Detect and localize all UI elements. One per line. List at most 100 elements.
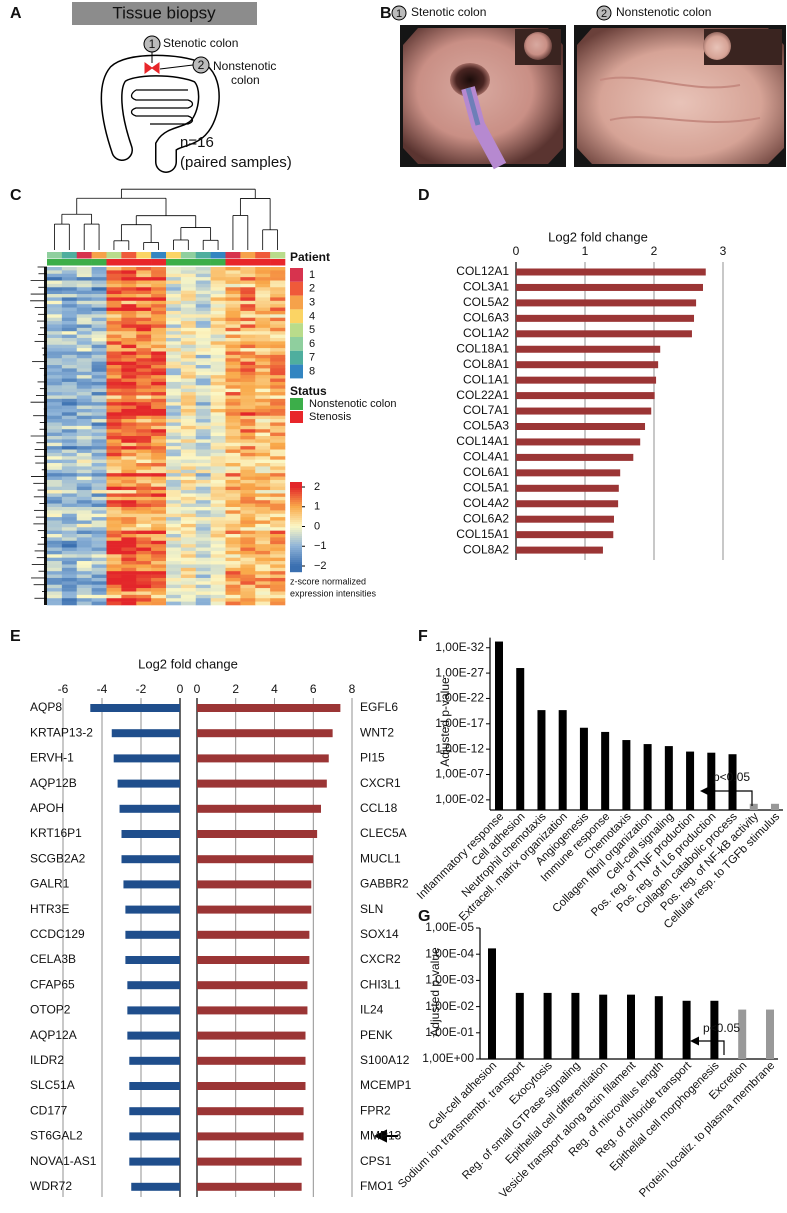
heatmap-cell [151, 476, 167, 481]
heatmap-cell [195, 337, 211, 342]
heatmap-cell [255, 358, 271, 362]
heatmap-cell [106, 442, 122, 447]
heatmap-cell [151, 287, 167, 291]
heatmap-cell [136, 354, 152, 359]
heatmap-cell [225, 334, 241, 339]
heatmap-cell [121, 493, 137, 498]
bar [707, 752, 716, 810]
heatmap-cell [121, 527, 137, 531]
heatmap-cell [240, 365, 256, 369]
heatmap-cell [195, 584, 211, 589]
heatmap-cell [76, 392, 92, 396]
heatmap-cell [76, 561, 92, 565]
heatmap-cell [166, 287, 182, 291]
heatmap-cell [166, 500, 182, 504]
heatmap-cell [47, 408, 63, 413]
heatmap-cell [61, 540, 78, 545]
heatmap-cell [121, 324, 137, 329]
colorbar [290, 568, 302, 571]
heatmap-cell [61, 283, 78, 288]
heatmap-cell [240, 500, 256, 504]
heatmap-cell [180, 517, 197, 521]
heatmap-cell [61, 294, 78, 298]
heatmap-cell [106, 581, 122, 586]
heatmap-cell [240, 324, 256, 329]
heatmap-cell [151, 449, 167, 454]
heatmap-cell [106, 327, 122, 332]
heatmap-cell [47, 358, 63, 362]
heatmap-cell [47, 368, 63, 373]
heatmap-cell [255, 554, 271, 558]
heatmap-cell [166, 554, 182, 558]
heatmap-cell [61, 392, 78, 396]
heatmap-cell [240, 283, 256, 288]
heatmap-cell [47, 520, 63, 525]
heatmap-cell [91, 598, 107, 602]
heatmap-cell [106, 287, 122, 291]
heatmap-cell [195, 385, 211, 389]
heatmap-cell [106, 351, 122, 356]
heatmap-cell [121, 523, 137, 528]
heatmap-cell [106, 422, 122, 427]
category-label: CELA3B [30, 952, 76, 966]
heatmap-cell [91, 506, 107, 511]
heatmap-cell [106, 513, 122, 518]
heatmap-cell [76, 337, 92, 342]
heatmap-cell [151, 277, 167, 281]
heatmap-cell [210, 506, 226, 511]
heatmap-cell [106, 334, 122, 339]
heatmap-cell [270, 567, 286, 572]
heatmap-cell [180, 483, 197, 487]
heatmap-cell [270, 517, 286, 521]
heatmap-cell [151, 304, 167, 308]
heatmap-cell [255, 429, 271, 433]
heatmap-cell [136, 473, 152, 477]
heatmap-cell [61, 351, 78, 356]
bar [197, 804, 321, 813]
heatmap-cell [76, 331, 92, 335]
category-label: FMO1 [360, 1179, 394, 1193]
heatmap-cell [121, 415, 137, 420]
heatmap-cell [136, 317, 152, 322]
heatmap-cell [225, 523, 241, 528]
heatmap-cell [76, 314, 92, 318]
heatmap-cell [61, 381, 78, 386]
heatmap-cell [240, 479, 256, 484]
heatmap-cell [255, 483, 271, 487]
heatmap-cell [225, 598, 241, 602]
status-bar [166, 259, 182, 266]
heatmap-cell [180, 561, 197, 565]
heatmap-cell [61, 496, 78, 501]
heatmap-cell [106, 358, 122, 362]
heatmap-cell [255, 422, 271, 427]
category-label: COL4A1 [463, 450, 509, 464]
heatmap-cell [76, 493, 92, 498]
category-label: AQP8 [30, 700, 62, 714]
heatmap-cell [270, 439, 286, 444]
bar [516, 423, 646, 430]
heatmap-cell [61, 432, 78, 437]
heatmap-cell [255, 456, 271, 460]
bar [197, 880, 312, 889]
heatmap-cell [225, 439, 241, 444]
status-bar [151, 259, 167, 266]
heatmap-cell [106, 317, 122, 322]
category-label: HTR3E [30, 902, 69, 916]
heatmap-cell [270, 324, 286, 329]
heatmap-cell [151, 358, 167, 362]
heatmap-cell [255, 510, 271, 515]
axis-title: Log2 fold change [138, 656, 238, 671]
heatmap-cell [195, 503, 211, 508]
heatmap-cell [180, 392, 197, 396]
annotation: p<0.05 [713, 770, 750, 784]
heatmap-cell [106, 412, 122, 417]
heatmap-cell [121, 341, 137, 346]
heatmap-cell [240, 456, 256, 460]
heatmap-cell [255, 314, 271, 318]
heatmap-cell [91, 327, 107, 332]
heatmap-cell [91, 530, 107, 535]
heatmap-cell [121, 463, 137, 467]
heatmap-cell [180, 324, 197, 329]
heatmap-cell [180, 331, 197, 335]
category-label: COL3A1 [463, 280, 509, 294]
